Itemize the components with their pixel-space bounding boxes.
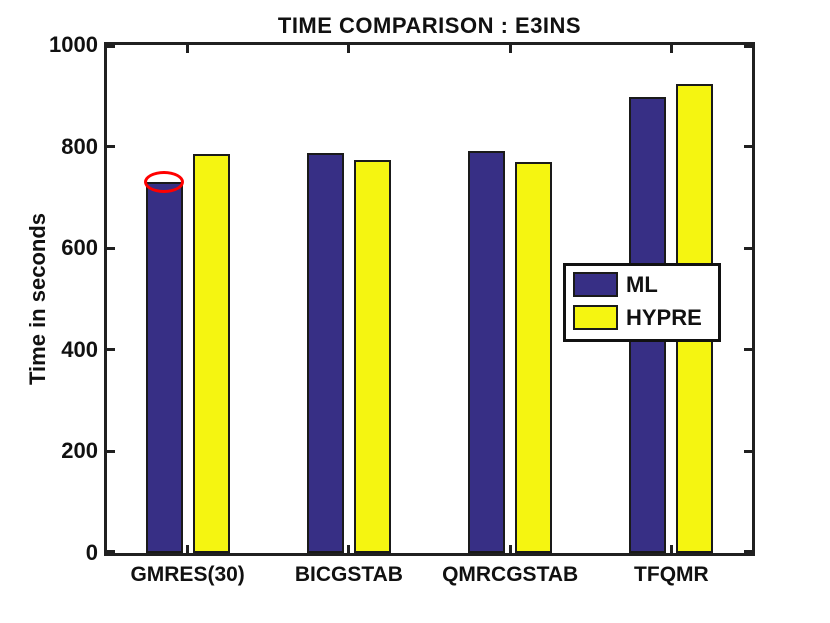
x-tick-label-qmrcgstab: QMRCGSTAB bbox=[442, 563, 579, 586]
x-tick-label-tfqmr: TFQMR bbox=[634, 563, 709, 586]
legend: ML HYPRE bbox=[563, 263, 721, 342]
bar-hypre-qmrcgstab bbox=[515, 161, 553, 553]
x-axis-tick-mirror bbox=[508, 45, 512, 53]
legend-swatch-ml bbox=[573, 272, 618, 297]
bar-ml-qmrcgstab bbox=[468, 151, 506, 553]
y-axis-tick-mirror bbox=[744, 550, 752, 553]
y-tick-label-200: 200 bbox=[61, 438, 98, 464]
legend-swatch-hypre bbox=[573, 305, 618, 330]
y-tick-label-800: 800 bbox=[61, 133, 98, 159]
x-tick-label-bicgstab: BICGSTAB bbox=[294, 563, 403, 586]
x-axis-tick bbox=[186, 545, 190, 553]
x-axis-tick-mirror bbox=[186, 45, 190, 53]
legend-label-hypre: HYPRE bbox=[626, 305, 702, 330]
legend-label-ml: ML bbox=[626, 272, 658, 297]
y-axis-tick bbox=[107, 550, 115, 553]
y-tick-label-0: 0 bbox=[85, 540, 98, 565]
legend-item-hypre: HYPRE bbox=[573, 305, 718, 330]
y-axis-tick-mirror bbox=[744, 348, 752, 352]
y-axis-tick bbox=[107, 145, 115, 149]
y-tick-label-400: 400 bbox=[61, 336, 98, 362]
annotation-ellipse bbox=[144, 171, 185, 194]
x-tick-label-gmres-30: GMRES(30) bbox=[130, 563, 245, 586]
x-axis-tick-mirror bbox=[669, 45, 673, 53]
bar-hypre-gmres-30 bbox=[192, 154, 230, 553]
bar-ml-gmres-30 bbox=[145, 182, 183, 553]
bar-ml-bicgstab bbox=[306, 152, 344, 553]
y-tick-label-1000: 1000 bbox=[49, 32, 98, 57]
y-axis-tick-mirror bbox=[744, 45, 752, 48]
y-axis-tick-mirror bbox=[744, 145, 752, 149]
y-tick-label-600: 600 bbox=[61, 235, 98, 261]
y-axis-tick bbox=[107, 246, 115, 250]
x-axis-tick bbox=[508, 545, 512, 553]
y-axis-tick-mirror bbox=[744, 449, 752, 453]
y-axis-tick bbox=[107, 45, 115, 48]
legend-item-ml: ML bbox=[573, 272, 718, 297]
y-axis-tick bbox=[107, 348, 115, 352]
bar-hypre-bicgstab bbox=[353, 159, 391, 553]
chart-title: TIME COMPARISON : E3INS bbox=[277, 13, 582, 38]
y-axis-tick bbox=[107, 449, 115, 453]
y-axis-tick-mirror bbox=[744, 246, 752, 250]
x-axis-tick-mirror bbox=[347, 45, 351, 53]
x-axis-tick bbox=[669, 545, 673, 553]
x-axis-tick bbox=[347, 545, 351, 553]
